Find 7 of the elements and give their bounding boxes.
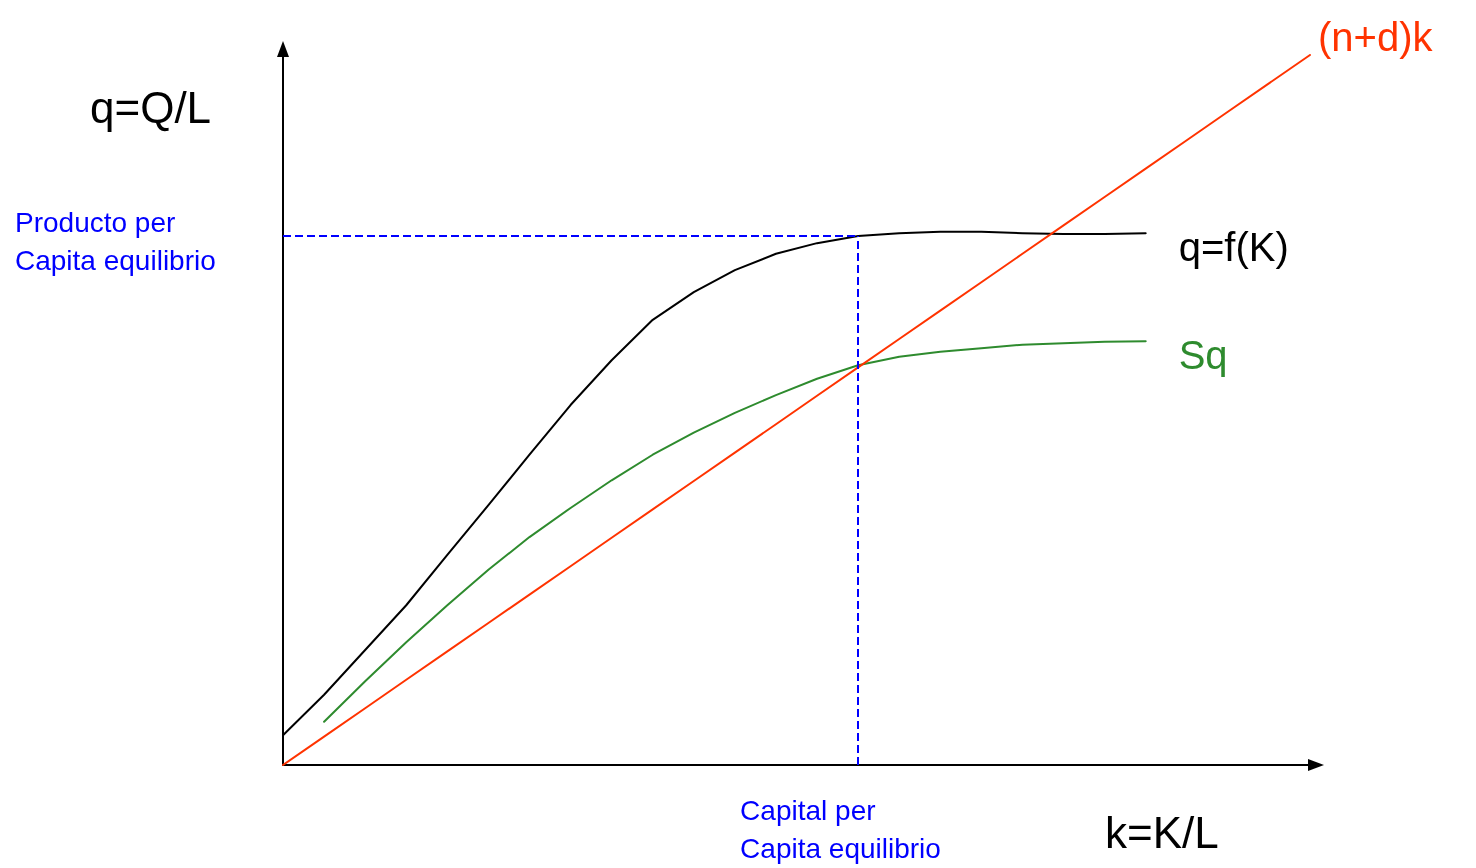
series-label: q=f(K) — [1178, 225, 1289, 270]
series-label: (n+d)k — [1318, 15, 1434, 59]
ref-line-label: Producto per Capita equilibrio — [15, 206, 216, 276]
text: Capital per Capita equilibrio — [740, 794, 941, 864]
x-axis-title: k=K/L — [1105, 807, 1219, 857]
series-label: Sq — [1178, 333, 1228, 378]
y-axis-title: q=Q/L — [90, 82, 212, 132]
